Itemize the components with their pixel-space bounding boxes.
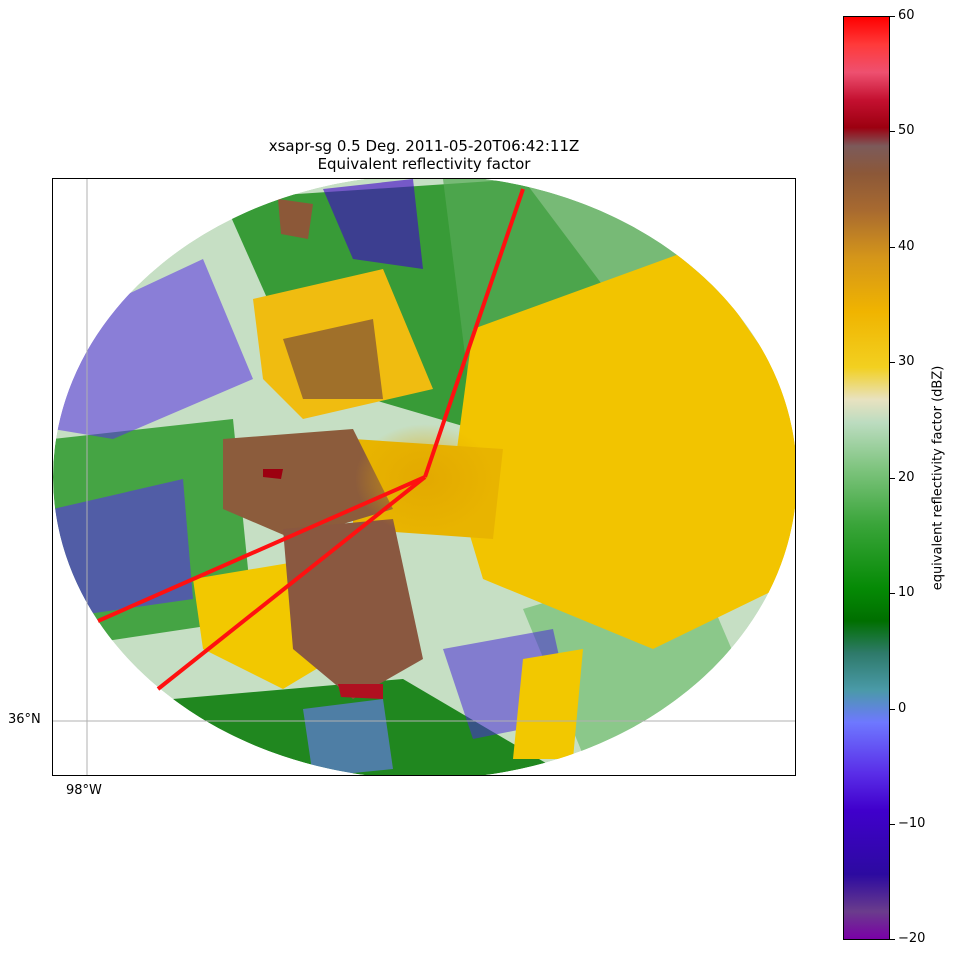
longitude-label: 98°W <box>66 783 102 798</box>
colorbar-tick <box>890 939 895 940</box>
colorbar-tick-label: 0 <box>898 701 907 716</box>
colorbar-tick <box>890 709 895 710</box>
spike-ray-southwest <box>156 475 427 691</box>
title-line-1: xsapr-sg 0.5 Deg. 2011-05-20T06:42:11Z <box>268 137 580 155</box>
colorbar-tick-label: 20 <box>898 470 915 485</box>
colorbar-title: equivalent reflectivity factor (dBZ) <box>930 365 946 591</box>
spike-ray-north <box>423 188 525 478</box>
colorbar-tick-label: −10 <box>898 816 926 831</box>
radar-ppi-image <box>53 179 795 775</box>
colorbar <box>843 16 890 940</box>
colorbar-tick <box>890 16 895 17</box>
reflectivity-field <box>53 179 795 775</box>
colorbar-tick-label: −20 <box>898 931 926 946</box>
colorbar-tick <box>890 593 895 594</box>
plot-title: xsapr-sg 0.5 Deg. 2011-05-20T06:42:11Z E… <box>52 137 796 173</box>
colorbar-tick <box>890 362 895 363</box>
colorbar-tick-label: 50 <box>898 123 915 138</box>
colorbar-tick <box>890 131 895 132</box>
colorbar-tick-label: 40 <box>898 239 915 254</box>
colorbar-tick-label: 30 <box>898 354 915 369</box>
colorbar-tick <box>890 247 895 248</box>
colorbar-tick-label: 60 <box>898 8 915 23</box>
colorbar-tick <box>890 478 895 479</box>
latitude-label: 36°N <box>8 712 41 727</box>
colorbar-tick-label: 10 <box>898 585 915 600</box>
spike-ray-west <box>97 475 426 623</box>
colorbar-tick <box>890 824 895 825</box>
radar-map-panel[interactable] <box>52 178 796 776</box>
title-line-2: Equivalent reflectivity factor <box>317 155 531 173</box>
